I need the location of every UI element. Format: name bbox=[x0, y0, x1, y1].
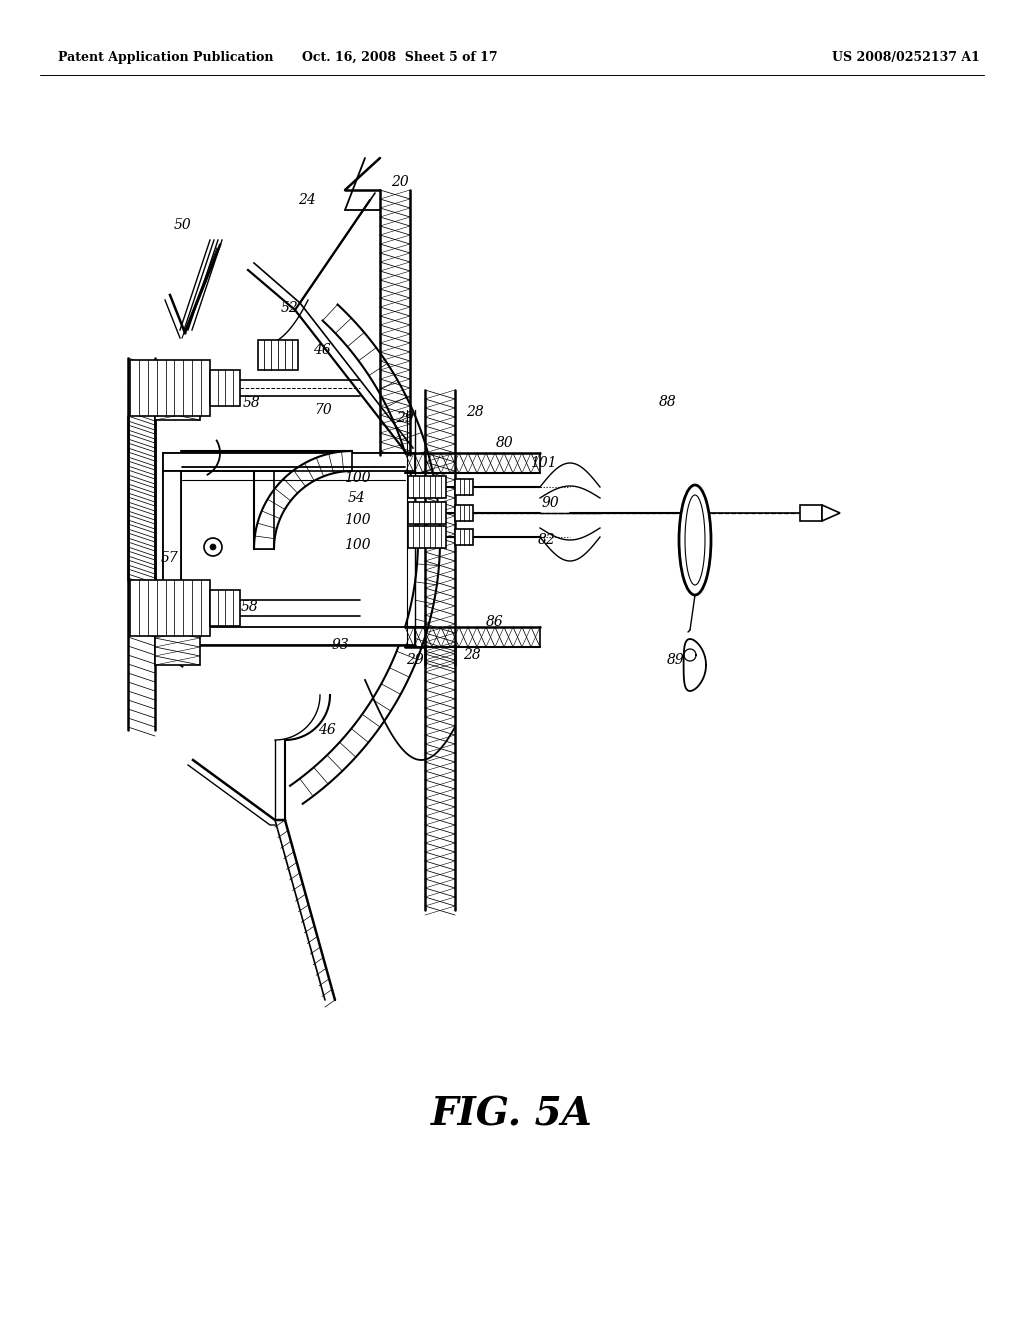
Text: 20: 20 bbox=[391, 176, 409, 189]
Text: 80: 80 bbox=[496, 436, 514, 450]
Text: 29: 29 bbox=[407, 653, 424, 667]
Text: FIG. 5A: FIG. 5A bbox=[431, 1096, 593, 1134]
Ellipse shape bbox=[679, 484, 711, 595]
Text: US 2008/0252137 A1: US 2008/0252137 A1 bbox=[831, 50, 980, 63]
Text: 58: 58 bbox=[241, 601, 259, 614]
Bar bbox=[163, 627, 415, 645]
Text: 100: 100 bbox=[344, 471, 371, 484]
Polygon shape bbox=[155, 620, 200, 665]
Bar bbox=[163, 453, 415, 645]
Text: 28: 28 bbox=[466, 405, 484, 418]
Bar bbox=[163, 471, 181, 627]
Bar bbox=[455, 529, 473, 545]
Circle shape bbox=[210, 544, 216, 550]
Text: 100: 100 bbox=[344, 539, 371, 552]
Text: 46: 46 bbox=[313, 343, 331, 356]
Bar bbox=[800, 506, 822, 521]
Text: 52: 52 bbox=[282, 301, 299, 315]
Text: 100: 100 bbox=[344, 513, 371, 527]
Text: 24: 24 bbox=[298, 193, 315, 207]
Text: 29: 29 bbox=[396, 411, 414, 425]
Bar bbox=[210, 370, 240, 407]
Text: Patent Application Publication: Patent Application Publication bbox=[58, 50, 273, 63]
Circle shape bbox=[204, 539, 222, 556]
Bar bbox=[408, 525, 446, 548]
Text: 101: 101 bbox=[529, 455, 556, 470]
Text: 70: 70 bbox=[314, 403, 332, 417]
Bar bbox=[408, 502, 446, 524]
Bar bbox=[210, 590, 240, 626]
Text: 28: 28 bbox=[463, 648, 481, 663]
Polygon shape bbox=[254, 451, 352, 549]
Bar bbox=[130, 579, 210, 636]
Bar bbox=[408, 477, 446, 498]
Text: 90: 90 bbox=[541, 496, 559, 510]
Bar bbox=[455, 506, 473, 521]
Text: 57: 57 bbox=[161, 550, 179, 565]
Bar bbox=[163, 453, 415, 471]
Text: 82: 82 bbox=[539, 533, 556, 546]
Polygon shape bbox=[822, 506, 840, 521]
Bar bbox=[130, 360, 210, 416]
Text: 46: 46 bbox=[318, 723, 336, 737]
Text: 86: 86 bbox=[486, 615, 504, 630]
Bar bbox=[455, 479, 473, 495]
Ellipse shape bbox=[685, 495, 705, 585]
Text: 88: 88 bbox=[659, 395, 677, 409]
Bar bbox=[258, 341, 298, 370]
Text: 54: 54 bbox=[348, 491, 366, 506]
Text: 93: 93 bbox=[331, 638, 349, 652]
Text: Oct. 16, 2008  Sheet 5 of 17: Oct. 16, 2008 Sheet 5 of 17 bbox=[302, 50, 498, 63]
Text: 50: 50 bbox=[174, 218, 191, 232]
Polygon shape bbox=[155, 375, 200, 420]
Text: 58: 58 bbox=[243, 396, 261, 411]
Text: 89: 89 bbox=[667, 653, 685, 667]
